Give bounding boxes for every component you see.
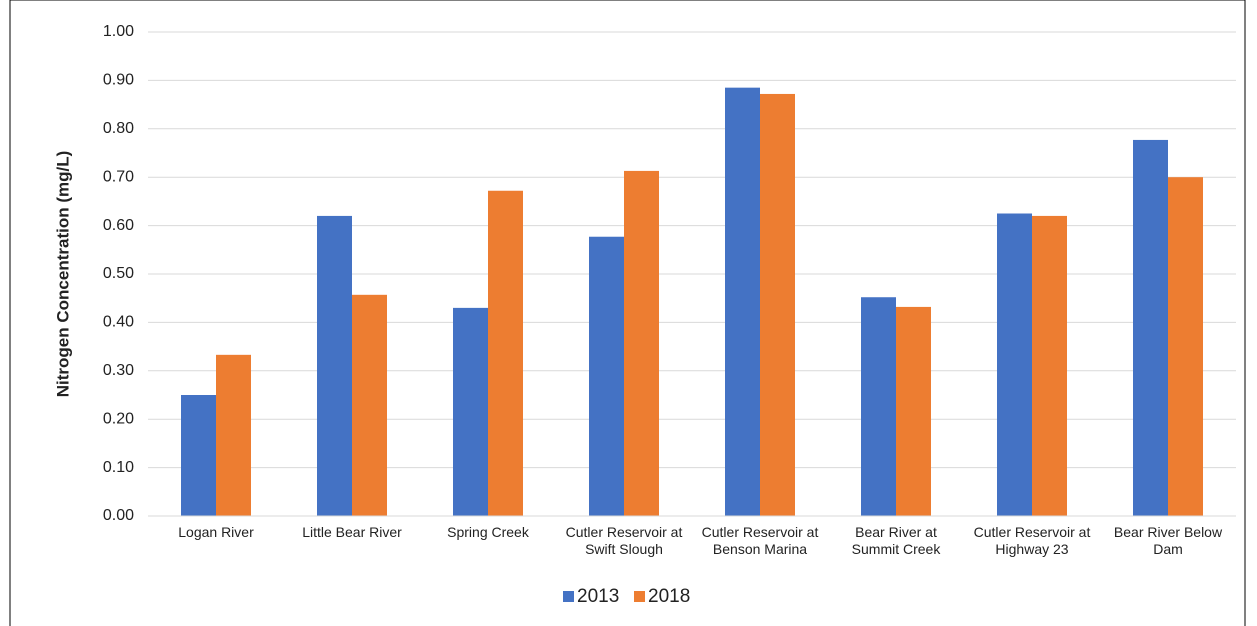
bar <box>624 170 659 516</box>
frame <box>9 0 1246 626</box>
y-tick-label: 0.00 <box>103 507 134 524</box>
x-tick-label: Bear River at Summit Creek <box>851 524 941 557</box>
legend-label: 2018 <box>648 586 690 607</box>
y-tick-label: 0.40 <box>103 314 134 331</box>
y-tick-label: 0.50 <box>103 265 134 282</box>
y-tick-label: 0.30 <box>103 362 134 379</box>
bar <box>1032 215 1067 517</box>
legend-label: 2013 <box>577 586 619 607</box>
bar <box>997 213 1032 516</box>
y-tick-label: 0.10 <box>103 459 134 476</box>
bar <box>1168 177 1203 516</box>
bar <box>1133 139 1168 516</box>
legend-swatch <box>634 591 645 602</box>
bar <box>181 395 216 516</box>
bar <box>896 306 931 516</box>
bar <box>488 190 523 516</box>
y-tick-label: 1.00 <box>103 23 134 40</box>
x-tick-label: Cutler Reservoir at Highway 23 <box>973 524 1091 557</box>
y-tick-label: 0.20 <box>103 410 134 427</box>
y-tick-label: 0.60 <box>103 217 134 234</box>
bar <box>589 236 624 516</box>
bar <box>453 307 488 516</box>
x-tick-label: Cutler Reservoir at Benson Marina <box>701 524 819 557</box>
bar <box>861 297 896 516</box>
x-tick-label: Spring Creek <box>447 524 529 540</box>
bar <box>760 93 795 517</box>
legend-swatch <box>563 591 574 602</box>
x-tick-label: Logan River <box>178 524 254 540</box>
x-tick-label: Cutler Reservoir at Swift Slough <box>565 524 683 557</box>
y-tick-label: 0.70 <box>103 168 134 185</box>
x-tick-label: Little Bear River <box>302 524 402 540</box>
bar <box>216 354 251 516</box>
bar <box>725 87 760 516</box>
bar <box>352 294 387 516</box>
y-tick-label: 0.90 <box>103 72 134 89</box>
bar <box>317 215 352 517</box>
y-axis-label: Nitrogen Concentration (mg/L) <box>53 151 72 397</box>
x-tick-label: Bear River Below Dam <box>1113 524 1223 557</box>
y-tick-label: 0.80 <box>103 120 134 137</box>
